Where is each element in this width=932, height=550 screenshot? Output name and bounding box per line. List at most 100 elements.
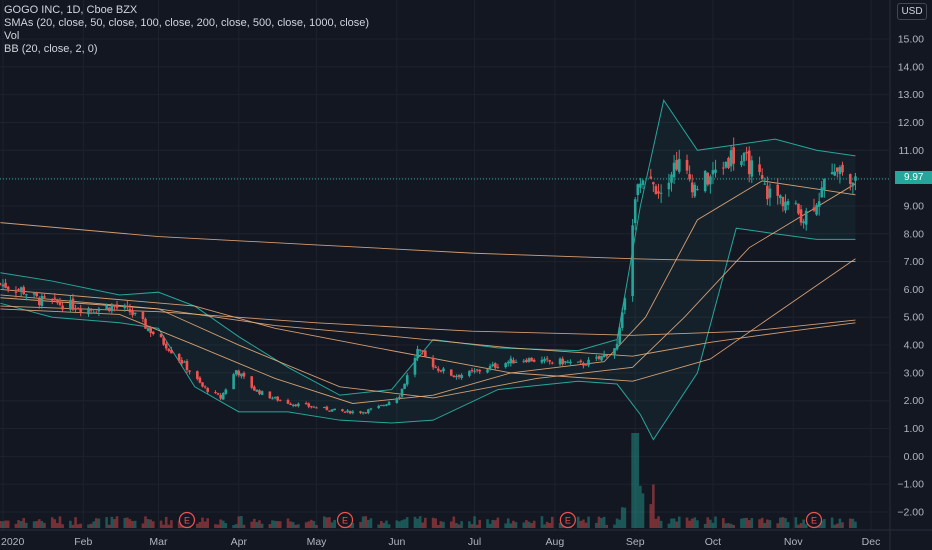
- volume-bar: [141, 523, 145, 528]
- candle-body: [312, 406, 316, 408]
- volume-bar: [304, 522, 308, 528]
- candle-body: [234, 370, 238, 375]
- volume-bar: [385, 520, 388, 528]
- bollinger-indicator-label[interactable]: BB (20, close, 2, 0): [4, 43, 98, 55]
- candle-body: [418, 349, 422, 351]
- volume-bar: [506, 518, 510, 528]
- volume-bar: [359, 521, 362, 528]
- volume-bar: [478, 519, 482, 528]
- volume-bar: [271, 520, 274, 528]
- volume-bar: [488, 523, 492, 528]
- candle-body: [201, 382, 204, 387]
- volume-bar: [649, 504, 653, 528]
- candle-body: [94, 312, 98, 314]
- volume-bar: [369, 518, 373, 528]
- volume-bar: [89, 523, 93, 528]
- volume-bar: [128, 519, 132, 528]
- candle-body: [4, 282, 7, 288]
- volume-bar: [113, 519, 116, 528]
- candle-body: [258, 390, 261, 394]
- volume-bar: [198, 521, 202, 528]
- price-axis[interactable]: 15.0014.0013.0012.0011.0010.009.008.007.…: [889, 0, 924, 550]
- candle-body: [151, 331, 155, 335]
- symbol-title[interactable]: GOGO INC, 1D, Cboe BZX: [4, 4, 138, 16]
- candle-body: [304, 403, 308, 405]
- volume-bar: [760, 517, 764, 528]
- candle-body: [128, 308, 132, 313]
- candle-body: [522, 360, 526, 362]
- earnings-marker[interactable]: [559, 511, 576, 529]
- candle-body: [0, 283, 2, 285]
- candle-body: [613, 348, 616, 356]
- candle-body: [561, 358, 564, 365]
- currency-selector[interactable]: USD: [897, 3, 927, 20]
- sma-indicator-label[interactable]: SMAs (20, close, 50, close, 100, close, …: [4, 17, 370, 29]
- volume-bar: [234, 524, 238, 528]
- candle-body: [424, 350, 427, 357]
- candle-body: [367, 409, 370, 414]
- candle-body: [214, 392, 217, 394]
- candle-body: [405, 375, 409, 385]
- volume-bar: [159, 520, 163, 528]
- volume-bar: [838, 518, 842, 528]
- candle-body: [436, 368, 440, 371]
- volume-bar: [781, 517, 785, 528]
- volume-bar: [633, 433, 637, 528]
- candle-body: [714, 169, 717, 173]
- volume-bar: [688, 520, 691, 528]
- volume-indicator-label[interactable]: Vol: [4, 30, 20, 42]
- volume-bar: [613, 524, 616, 528]
- volume-bar: [711, 522, 715, 528]
- volume-bar: [232, 524, 235, 528]
- volume-bar: [727, 523, 730, 528]
- candle-body: [545, 358, 549, 360]
- candle-body: [341, 409, 344, 412]
- candle-body: [823, 179, 826, 191]
- volume-bar: [164, 516, 168, 528]
- volume-bar: [333, 519, 336, 528]
- volume-bar: [685, 517, 689, 528]
- time-axis[interactable]: 2020 Feb Mar Apr May Jun Jul Aug Sep Oct Nov Dec: [0, 529, 932, 548]
- volume-bar: [636, 433, 640, 528]
- candle-body: [595, 357, 598, 359]
- candle-body: [351, 411, 355, 413]
- candle-body: [110, 305, 114, 312]
- volume-bar: [641, 493, 645, 528]
- volume-bar: [398, 521, 401, 528]
- candle-body: [685, 159, 689, 171]
- volume-bar: [22, 518, 26, 528]
- volume-bar: [1, 521, 5, 528]
- candle-body: [14, 291, 18, 293]
- volume-bar: [307, 521, 311, 528]
- candle-body: [260, 391, 264, 395]
- candle-body: [722, 167, 725, 169]
- candle-body: [812, 207, 816, 211]
- volume-bar: [87, 524, 90, 528]
- candle-body: [460, 374, 463, 378]
- earnings-marker[interactable]: [178, 511, 196, 529]
- candle-body: [470, 370, 474, 372]
- candle-body: [566, 361, 570, 363]
- volume-bar: [587, 516, 590, 528]
- volume-bar: [851, 518, 855, 528]
- candle-body: [315, 407, 318, 409]
- candle-body: [654, 186, 658, 195]
- candle-body: [131, 311, 134, 316]
- volume-bar: [742, 518, 746, 528]
- candle-body: [224, 389, 228, 394]
- volume-bar: [597, 516, 601, 528]
- earnings-marker[interactable]: [805, 511, 823, 529]
- candle-body: [307, 403, 311, 407]
- candle-body: [183, 361, 186, 363]
- candle-body: [297, 403, 300, 407]
- time-tick-label: Jun: [388, 536, 405, 548]
- time-tick-label: Aug: [546, 536, 565, 548]
- volume-bar: [17, 520, 20, 528]
- candle-body: [333, 408, 336, 411]
- volume-bar: [493, 520, 497, 528]
- candle-body: [69, 300, 72, 310]
- earnings-marker[interactable]: [336, 511, 354, 529]
- volume-bar: [654, 518, 658, 528]
